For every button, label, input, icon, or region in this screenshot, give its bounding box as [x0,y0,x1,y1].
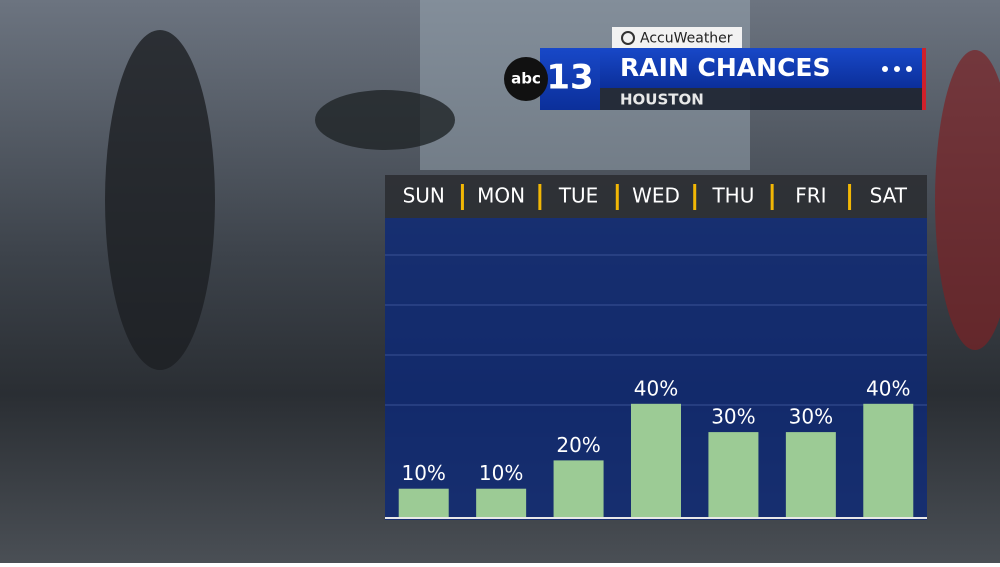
logo-channel: 13 [546,58,593,98]
day-header [385,175,927,218]
menu-dots [882,66,912,72]
bar [553,460,604,517]
chart-subtitle: HOUSTON [620,91,704,109]
value-label: 40% [634,376,678,400]
background-figure [105,30,215,370]
x-tick-label: THU [711,184,754,208]
day-separator [615,184,619,210]
day-separator [460,184,464,210]
chart-title: RAIN CHANCES [620,53,831,82]
day-separator [848,184,852,210]
background-figure [935,50,1000,350]
bar [398,488,449,517]
provider-tab [612,27,742,49]
value-label: 20% [556,433,600,457]
bar [708,432,759,517]
value-label: 40% [866,376,910,400]
subtitle-bar [600,88,922,110]
bar [863,403,914,517]
x-tick-label: SUN [403,184,445,208]
value-label: 10% [401,461,445,485]
day-separator [538,184,542,210]
value-label: 30% [789,405,833,429]
title-accent [922,48,926,110]
x-tick-label: TUE [558,184,599,208]
background-umbrella [315,90,455,150]
bar [785,432,836,517]
logo-circle [504,57,548,101]
value-label: 10% [479,461,523,485]
logo-station: abc [511,70,541,88]
x-tick-label: FRI [795,184,826,208]
x-tick-label: WED [632,184,680,208]
value-label: 30% [711,405,755,429]
title-bar [600,48,925,88]
provider-icon [621,31,635,45]
bar [631,403,681,517]
bar [476,488,527,517]
x-tick-label: SAT [870,184,908,208]
provider: AccuWeather [640,31,733,47]
day-separator [693,184,697,210]
x-tick-label: MON [477,184,525,208]
day-separator [770,184,774,210]
logo-box [540,48,600,110]
